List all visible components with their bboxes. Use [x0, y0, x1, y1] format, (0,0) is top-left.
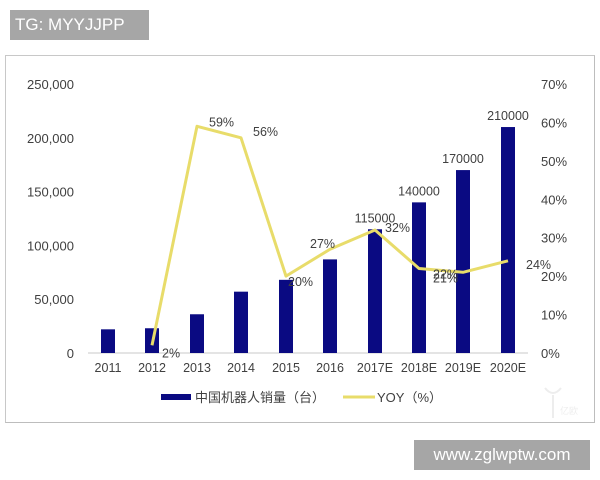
right-tick-label: 40% [541, 192, 567, 207]
yoy-labels: 2% 59% 56% 20% 27% 32% 22%21% 24% [162, 115, 551, 360]
legend: 中国机器人销量（台） YOY（%） [161, 390, 442, 405]
yoy-value-label: 20% [288, 275, 313, 289]
yoy-value-label: 59% [209, 115, 234, 129]
x-tick-label: 2018E [401, 361, 437, 375]
watermark-top: TG: MYYJJPP [10, 10, 149, 40]
bar [456, 170, 470, 353]
faint-logo-watermark: 亿欧 [544, 387, 578, 418]
x-tick-label: 2013 [183, 361, 211, 375]
legend-line-label: YOY（%） [377, 390, 442, 405]
x-axis: 2011 2012 2013 2014 2015 2016 2017E 2018E 2019E 2… [95, 361, 527, 375]
x-tick-label: 2016 [316, 361, 344, 375]
x-tick-label: 2014 [227, 361, 255, 375]
right-tick-label: 70% [541, 77, 567, 92]
legend-bar-label: 中国机器人销量（台） [195, 390, 325, 405]
yoy-value-label: 24% [526, 258, 551, 272]
right-tick-label: 10% [541, 308, 567, 323]
bar [234, 291, 248, 353]
yoy-line [150, 124, 509, 346]
x-tick-label: 2019E [445, 361, 481, 375]
right-tick-label: 30% [541, 231, 567, 246]
x-tick-label: 2017E [357, 361, 393, 375]
yoy-value-label: 21% [433, 271, 458, 285]
left-tick-label: 50,000 [34, 292, 74, 307]
left-axis: 0 50,000 100,000 150,000 200,000 250,000 [27, 77, 74, 361]
bar [501, 127, 515, 353]
yoy-value-label: 27% [310, 237, 335, 251]
left-tick-label: 250,000 [27, 77, 74, 92]
left-tick-label: 200,000 [27, 131, 74, 146]
svg-text:亿欧: 亿欧 [560, 405, 578, 416]
bar [323, 259, 337, 353]
left-tick-label: 0 [67, 346, 74, 361]
right-axis: 0% 10% 20% 30% 40% 50% 60% 70% [541, 77, 567, 361]
right-tick-label: 0% [541, 346, 560, 361]
left-tick-label: 100,000 [27, 238, 74, 253]
legend-bar-swatch [161, 394, 191, 400]
bar [279, 279, 293, 353]
yoy-value-label: 2% [162, 346, 180, 360]
bar-value-label: 115000 [355, 211, 396, 225]
chart-frame [5, 55, 595, 423]
yoy-line-series [150, 124, 509, 346]
x-tick-label: 2011 [95, 361, 122, 375]
bar [190, 314, 204, 353]
left-tick-label: 150,000 [27, 185, 74, 200]
bar-value-label: 210000 [487, 109, 529, 123]
bar [412, 202, 426, 353]
right-tick-label: 50% [541, 154, 567, 169]
bar-value-label: 170000 [442, 152, 484, 166]
yoy-value-label: 32% [385, 221, 410, 235]
x-tick-label: 2015 [272, 361, 300, 375]
yoy-value-label: 56% [253, 125, 278, 139]
x-tick-label: 2020E [490, 361, 526, 375]
bar-value-label: 140000 [398, 184, 440, 198]
bar [368, 229, 382, 353]
right-tick-label: 60% [541, 115, 567, 130]
bar [101, 329, 115, 353]
yoy-value-label: 22% [433, 267, 458, 281]
x-tick-label: 2012 [138, 361, 166, 375]
watermark-bottom: www.zglwptw.com [414, 440, 590, 470]
right-tick-label: 20% [541, 269, 567, 284]
